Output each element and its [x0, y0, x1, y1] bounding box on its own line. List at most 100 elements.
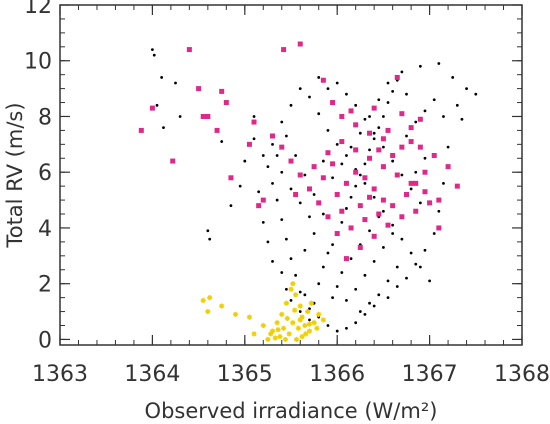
black-data-point	[386, 81, 390, 85]
black-data-point	[423, 109, 427, 113]
magenta-data-point	[325, 214, 331, 220]
magenta-data-point	[376, 211, 382, 217]
black-data-point	[377, 126, 381, 130]
black-data-point	[326, 129, 330, 132]
black-data-point	[391, 89, 395, 93]
black-data-point	[271, 181, 274, 185]
black-data-point	[317, 76, 321, 79]
black-data-point	[418, 201, 422, 205]
black-data-point	[280, 170, 284, 174]
y-tick-label: 6	[38, 161, 52, 186]
black-dot-series	[151, 48, 478, 333]
magenta-data-point	[427, 200, 433, 206]
black-data-point	[317, 315, 321, 319]
black-data-point	[252, 137, 256, 141]
magenta-data-point	[306, 186, 312, 192]
plot-frame	[59, 4, 523, 346]
x-axis-title: Observed irradiance (W/m²)	[145, 399, 438, 423]
yellow-data-point	[251, 331, 257, 337]
black-data-point	[243, 159, 247, 163]
black-data-point	[414, 262, 418, 266]
magenta-data-point	[196, 86, 202, 92]
black-data-point	[423, 156, 427, 160]
x-tick-label: 1368	[494, 362, 550, 387]
x-tick-label: 1364	[124, 362, 180, 387]
magenta-data-point	[417, 144, 423, 150]
magenta-data-point	[413, 180, 419, 186]
black-data-point	[391, 159, 395, 163]
black-data-point	[363, 273, 367, 277]
black-data-point	[345, 207, 348, 210]
yellow-data-point	[272, 335, 278, 341]
magenta-data-point	[251, 119, 257, 125]
black-data-point	[261, 154, 265, 157]
magenta-data-point	[436, 225, 442, 231]
magenta-data-point	[348, 225, 354, 231]
yellow-data-point	[277, 334, 283, 340]
magenta-data-point	[408, 125, 414, 131]
y-tick-label: 2	[38, 273, 52, 298]
black-data-point	[409, 251, 413, 255]
black-data-point	[368, 148, 371, 152]
black-data-point	[405, 92, 408, 96]
x-tick-label: 1366	[309, 362, 365, 387]
black-data-point	[280, 271, 284, 274]
yellow-data-point	[274, 320, 280, 326]
magenta-data-point	[281, 47, 287, 53]
black-data-point	[289, 103, 293, 107]
tick-labels: 1363 1364 1365 1366 1367 1368 0 2 4 6 8 10 12	[24, 0, 550, 387]
y-tick-label: 4	[38, 217, 52, 242]
magenta-data-point	[371, 105, 377, 111]
yellow-data-point	[207, 295, 213, 301]
black-data-point	[414, 170, 418, 174]
magenta-data-point	[390, 203, 396, 209]
magenta-data-point	[380, 136, 386, 142]
yellow-data-point	[292, 307, 298, 313]
black-data-point	[414, 120, 418, 124]
black-data-point	[335, 81, 339, 85]
black-data-point	[368, 115, 371, 118]
black-data-point	[372, 137, 376, 141]
black-data-point	[354, 184, 358, 188]
black-data-point	[400, 173, 404, 177]
black-data-point	[331, 176, 334, 180]
magenta-data-point	[399, 144, 405, 150]
y-axis-title: Total RV (m/s)	[3, 102, 27, 248]
black-data-point	[345, 154, 348, 157]
x-tick-label: 1363	[32, 362, 88, 387]
magenta-data-point	[149, 105, 155, 111]
black-data-point	[335, 142, 339, 146]
black-data-point	[345, 326, 348, 330]
magenta-data-point	[385, 127, 391, 133]
black-data-point	[474, 92, 478, 96]
magenta-data-point	[170, 158, 176, 164]
black-data-point	[382, 145, 385, 149]
black-data-point	[289, 257, 293, 261]
black-data-point	[174, 81, 177, 85]
black-data-point	[280, 120, 284, 124]
black-data-point	[349, 195, 353, 199]
black-data-point	[354, 287, 358, 291]
yellow-data-point	[293, 336, 300, 343]
black-data-point	[368, 229, 371, 233]
y-tick-label: 8	[38, 105, 52, 130]
magenta-data-point	[325, 150, 331, 156]
yellow-data-point	[305, 308, 311, 315]
yellow-data-point	[297, 317, 303, 323]
black-data-point	[432, 98, 436, 102]
yellow-star-series	[200, 281, 326, 343]
magenta-data-point	[223, 100, 229, 106]
black-data-point	[261, 220, 265, 224]
magenta-data-point	[399, 214, 405, 220]
x-tick-label: 1367	[402, 362, 458, 387]
black-data-point	[280, 218, 284, 221]
black-data-point	[160, 76, 164, 79]
black-data-point	[284, 134, 288, 138]
black-data-point	[363, 117, 367, 121]
black-data-point	[284, 287, 288, 291]
yellow-data-point	[288, 286, 294, 292]
black-data-point	[368, 301, 371, 305]
black-data-point	[294, 154, 298, 157]
black-data-point	[358, 173, 362, 177]
